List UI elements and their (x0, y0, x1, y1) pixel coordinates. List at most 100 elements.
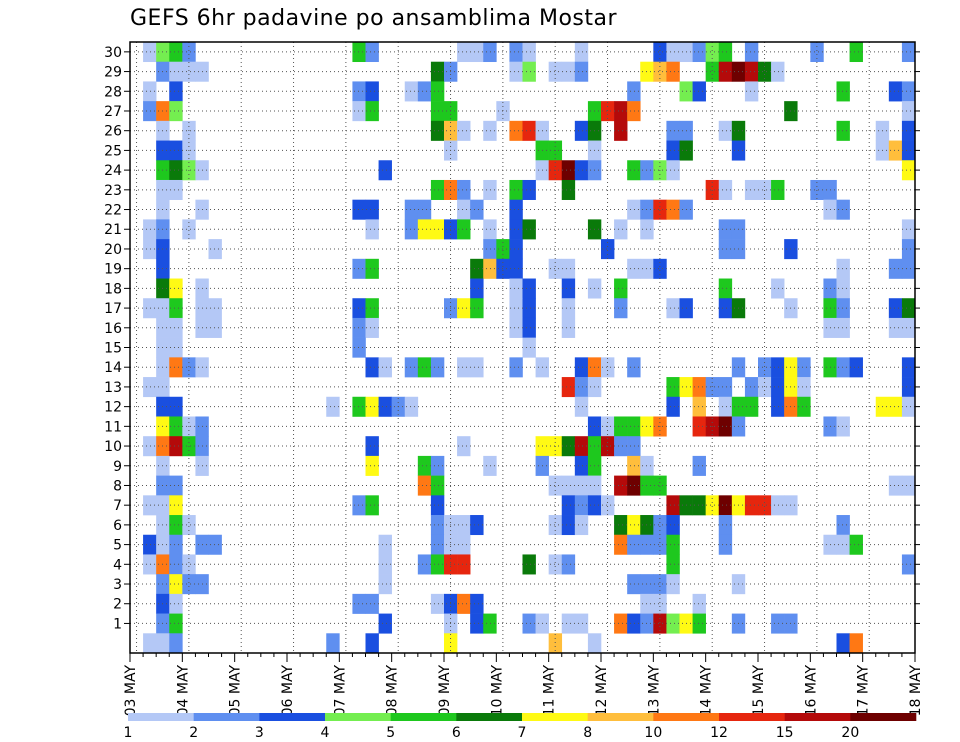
heatmap-cell (627, 160, 641, 181)
heatmap-cell (901, 140, 916, 161)
heatmap-cell (692, 377, 706, 398)
y-tick-label: 26 (104, 124, 122, 140)
heatmap-cell (352, 81, 366, 102)
heatmap-cell (561, 258, 576, 279)
heatmap-cell (836, 515, 850, 536)
heatmap-cell (457, 593, 471, 614)
heatmap-cell (574, 613, 589, 634)
heatmap-cell (430, 495, 445, 516)
heatmap-cell (744, 61, 759, 82)
heatmap-cell (378, 357, 392, 378)
heatmap-cell (169, 475, 183, 496)
heatmap-cell (627, 455, 641, 476)
heatmap-cell (496, 239, 510, 260)
y-tick-label: 14 (104, 360, 122, 376)
heatmap-cell (430, 179, 445, 200)
heatmap-cell (352, 495, 366, 516)
x-tick-label: 09 MAY (437, 665, 453, 717)
heatmap-cell (653, 613, 667, 634)
heatmap-cell (522, 278, 536, 299)
heatmap-cell (417, 219, 432, 240)
x-tick-label: 06 MAY (280, 665, 296, 717)
heatmap-cell (771, 61, 785, 82)
heatmap-cell (470, 278, 484, 299)
heatmap-cell (627, 416, 641, 437)
heatmap-cell (666, 42, 680, 63)
heatmap-cell (496, 101, 510, 122)
heatmap-cell (352, 396, 366, 417)
heatmap-cell (718, 534, 733, 555)
heatmap-cell (156, 633, 170, 654)
heatmap-cell (561, 278, 576, 299)
heatmap-cell (627, 515, 641, 536)
heatmap-cell (614, 613, 628, 634)
heatmap-cell (470, 298, 484, 319)
heatmap-cell (143, 436, 157, 457)
heatmap-cell (653, 199, 667, 220)
heatmap-cell (718, 377, 733, 398)
heatmap-cell (509, 120, 523, 141)
heatmap-cell (810, 179, 824, 200)
heatmap-cell (627, 613, 641, 634)
heatmap-cell (548, 258, 563, 279)
heatmap-cell (574, 475, 589, 496)
heatmap-cell (601, 357, 615, 378)
heatmap-cell (561, 613, 576, 634)
y-tick-label: 20 (104, 242, 122, 258)
heatmap-cell (509, 61, 523, 82)
heatmap-cell (169, 160, 183, 181)
heatmap-cell (483, 239, 497, 260)
heatmap-cell (470, 42, 484, 63)
heatmap-cell (509, 278, 523, 299)
heatmap-cell (182, 515, 196, 536)
heatmap-cell (836, 81, 850, 102)
x-tick-label: 15 MAY (751, 665, 767, 717)
heatmap-cell (888, 475, 903, 496)
heatmap-cell (614, 101, 628, 122)
heatmap-cell (666, 396, 680, 417)
heatmap-cell (169, 495, 183, 516)
heatmap-cell (614, 436, 628, 457)
heatmap-cell (169, 179, 183, 200)
heatmap-cell (548, 475, 563, 496)
y-tick-label: 2 (113, 597, 122, 613)
heatmap-cell (666, 534, 680, 555)
heatmap-cell (404, 81, 419, 102)
y-tick-label: 8 (113, 478, 122, 494)
heatmap-cell (169, 396, 183, 417)
heatmap-cell (718, 278, 733, 299)
heatmap-cell (627, 199, 641, 220)
heatmap-cell (666, 120, 680, 141)
heatmap-cell (430, 593, 445, 614)
heatmap-cell (744, 42, 759, 63)
heatmap-cell (705, 377, 720, 398)
x-tick-label: 08 MAY (385, 665, 401, 717)
heatmap-cell (404, 199, 419, 220)
heatmap-cell (365, 298, 379, 319)
heatmap-cell (430, 554, 445, 575)
heatmap-cell (208, 534, 222, 555)
heatmap-cell (561, 298, 576, 319)
heatmap-cell (169, 613, 183, 634)
heatmap-cell (169, 633, 183, 654)
heatmap-cell (430, 219, 445, 240)
heatmap-cell (653, 534, 667, 555)
heatmap-cell (365, 593, 379, 614)
heatmap-cell (836, 534, 850, 555)
heatmap-cell (483, 179, 497, 200)
y-tick-label: 10 (104, 439, 122, 455)
heatmap-cell (404, 219, 419, 240)
heatmap-cell (744, 495, 759, 516)
heatmap-cell (888, 81, 903, 102)
heatmap-cell (470, 515, 484, 536)
y-tick-label: 9 (113, 459, 122, 475)
heatmap-cell (666, 199, 680, 220)
heatmap-cell (574, 42, 589, 63)
heatmap-cell (627, 81, 641, 102)
heatmap-cell (522, 61, 536, 82)
heatmap-cell (457, 199, 471, 220)
heatmap-cell (365, 396, 379, 417)
heatmap-cell (627, 574, 641, 595)
heatmap-cell (169, 515, 183, 536)
heatmap-cell (404, 396, 419, 417)
